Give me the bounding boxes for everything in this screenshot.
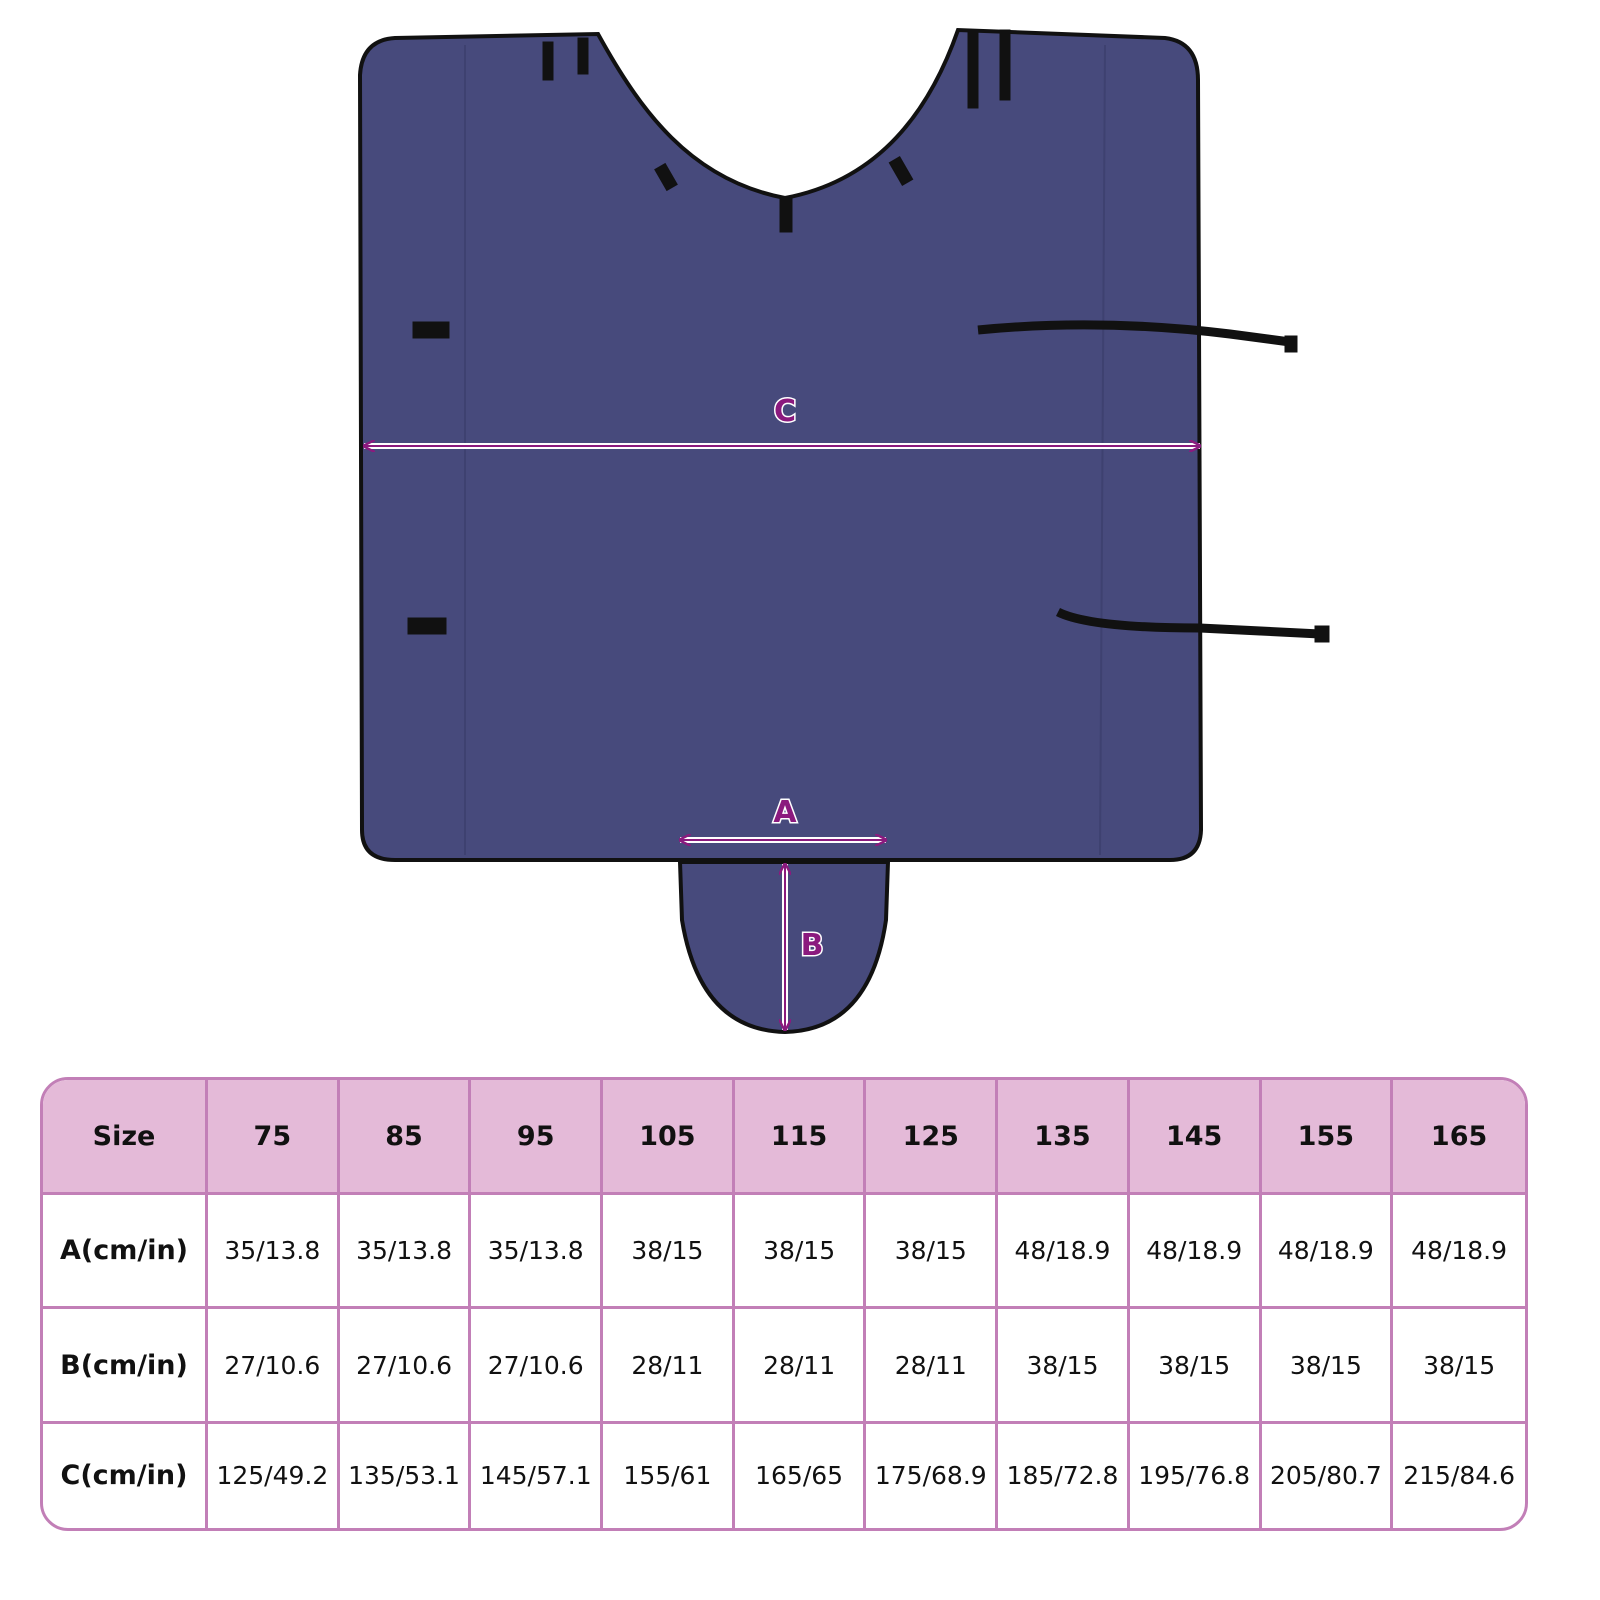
size-column-header: 105 bbox=[603, 1080, 735, 1195]
table-cell: 205/80.7 bbox=[1262, 1423, 1394, 1528]
table-cell: 38/15 bbox=[1129, 1309, 1262, 1424]
table-cell: 135/53.1 bbox=[340, 1423, 472, 1528]
table-cell: 38/15 bbox=[734, 1195, 867, 1310]
product-diagram: C A B bbox=[357, 27, 1330, 1035]
table-cell: 27/10.6 bbox=[339, 1309, 472, 1424]
table-cell: 155/61 bbox=[603, 1423, 735, 1528]
size-column-header: 115 bbox=[734, 1080, 867, 1195]
table-cell: 185/72.8 bbox=[998, 1423, 1130, 1528]
dimension-label-a: A bbox=[773, 795, 797, 830]
seat-cover bbox=[357, 27, 1204, 1035]
size-column-header: 155 bbox=[1261, 1080, 1394, 1195]
table-cell: 35/13.8 bbox=[471, 1195, 604, 1310]
dimension-a: A bbox=[680, 794, 886, 840]
row-label: C(cm/in) bbox=[43, 1423, 208, 1528]
table-cell: 145/57.1 bbox=[471, 1423, 604, 1528]
table-cell: 35/13.8 bbox=[339, 1195, 472, 1310]
size-column-header: 165 bbox=[1393, 1080, 1525, 1195]
table-cell: 48/18.9 bbox=[1261, 1195, 1394, 1310]
table-cell: 165/65 bbox=[735, 1423, 867, 1528]
table-cell: 28/11 bbox=[866, 1309, 999, 1424]
table-cell: 215/84.6 bbox=[1403, 1461, 1515, 1491]
table-cell: 175/68.9 bbox=[866, 1423, 999, 1528]
table-cell: 38/15 bbox=[1261, 1309, 1394, 1424]
table-cell: 195/76.8 bbox=[1130, 1423, 1262, 1528]
table-cell: 35/13.8 bbox=[208, 1195, 340, 1310]
size-header: Size bbox=[43, 1080, 208, 1195]
table-cell: 48/18.9 bbox=[998, 1195, 1130, 1310]
table-cell: 48/18.9 bbox=[1129, 1195, 1262, 1310]
table-cell: 28/11 bbox=[734, 1309, 867, 1424]
size-column-header: 135 bbox=[998, 1080, 1130, 1195]
size-column-header: 145 bbox=[1129, 1080, 1262, 1195]
table-row: C(cm/in) 125/49.2 135/53.1 145/57.1 155/61 16… bbox=[43, 1423, 1525, 1528]
table-cell: 27/10.6 bbox=[208, 1309, 340, 1424]
size-column-header: 85 bbox=[339, 1080, 472, 1195]
dimension-b: B bbox=[785, 864, 825, 1030]
size-column-header: 75 bbox=[208, 1080, 340, 1195]
dimension-label-b: B bbox=[801, 928, 824, 963]
size-column-header: 125 bbox=[866, 1080, 999, 1195]
dimension-label-c: C bbox=[774, 394, 796, 429]
table-row: B(cm/in) 27/10.6 27/10.6 27/10.6 28/11 28/11 2… bbox=[43, 1309, 1525, 1424]
table-cell: 28/11 bbox=[603, 1309, 735, 1424]
table-cell: 38/15 bbox=[1393, 1309, 1525, 1424]
table-header-row: Size 75 85 95 105 115 125 135 145 155 165 bbox=[43, 1080, 1525, 1195]
row-label: B(cm/in) bbox=[43, 1309, 208, 1424]
row-label: A(cm/in) bbox=[43, 1195, 208, 1310]
table-cell: 125/49.2 bbox=[208, 1423, 340, 1528]
size-column-header: 95 bbox=[471, 1080, 604, 1195]
table-cell: 27/10.6 bbox=[471, 1309, 604, 1424]
table-cell: 48/18.9 bbox=[1393, 1195, 1525, 1310]
dimension-c: C bbox=[364, 393, 1200, 446]
straps bbox=[407, 29, 1330, 643]
table-row: A(cm/in) 35/13.8 35/13.8 35/13.8 38/15 38/15 3… bbox=[43, 1195, 1525, 1310]
size-table: Size 75 85 95 105 115 125 135 145 155 165 A(cm/in)… bbox=[40, 1077, 1528, 1531]
table-cell: 38/15 bbox=[866, 1195, 999, 1310]
table-cell: 38/15 bbox=[603, 1195, 735, 1310]
table-cell: 38/15 bbox=[998, 1309, 1130, 1424]
